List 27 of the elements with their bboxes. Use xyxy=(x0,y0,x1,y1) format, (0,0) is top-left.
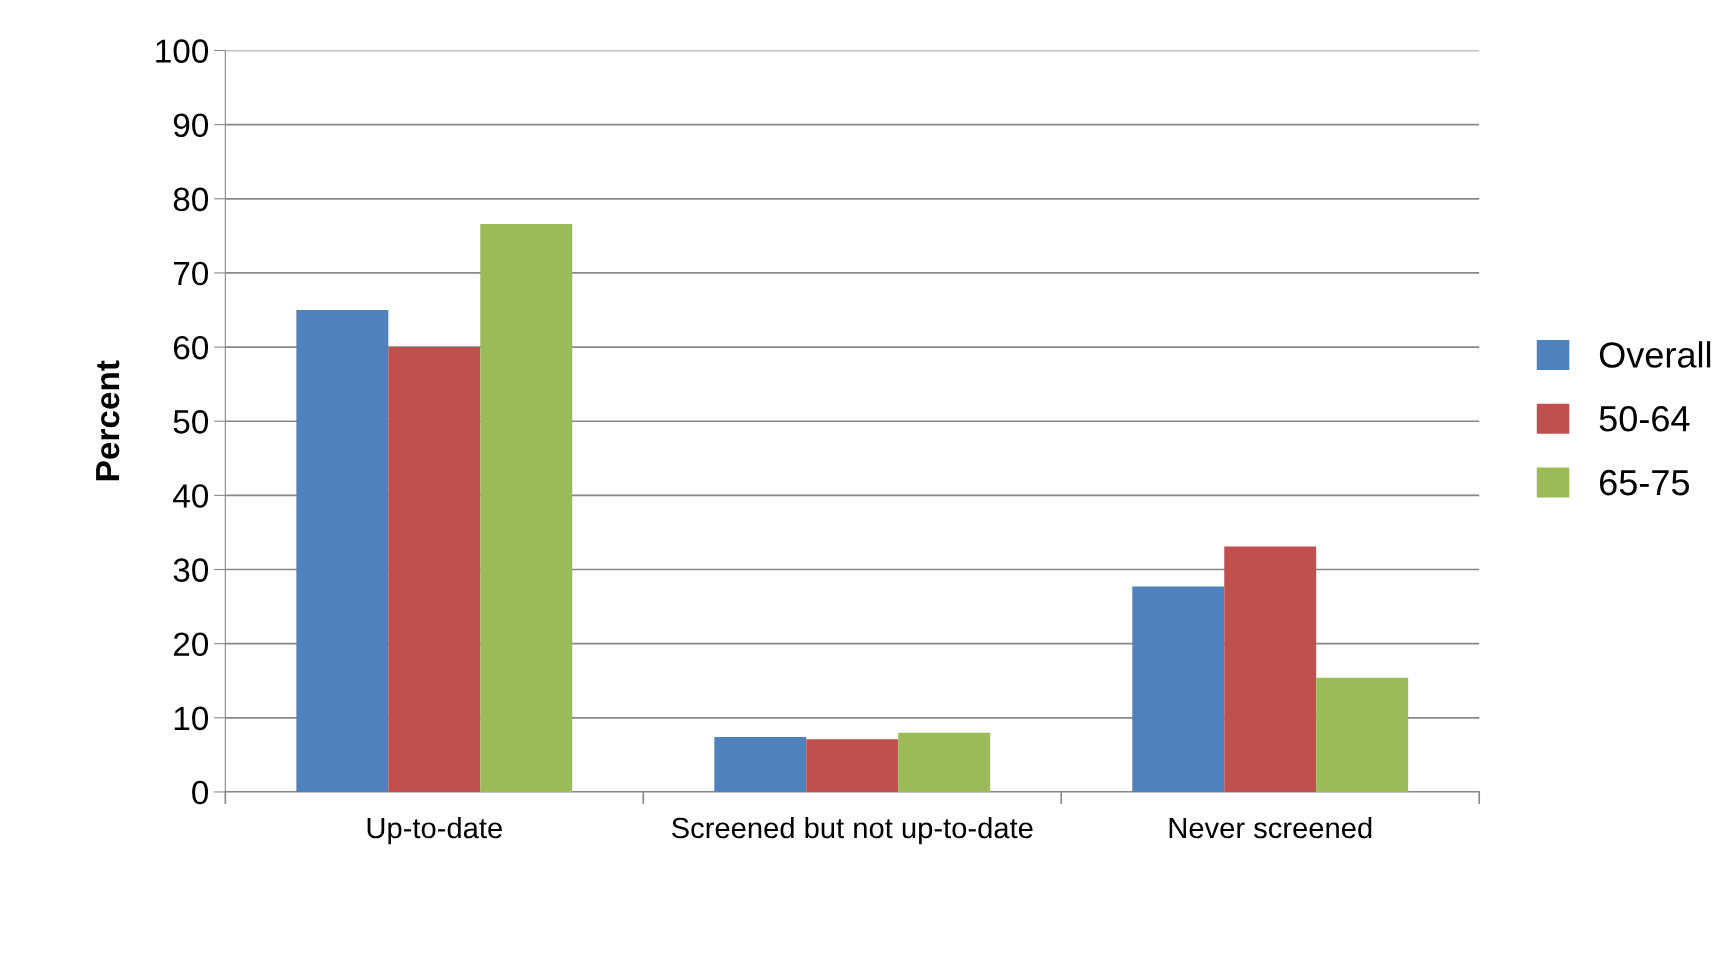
legend-label: 50-64 xyxy=(1599,405,1690,432)
bar xyxy=(480,224,573,792)
bar xyxy=(1316,677,1409,792)
x-tick-label: Up-to-date xyxy=(367,816,502,845)
x-tick-label: Never screened xyxy=(1169,816,1372,839)
y-axis-title: Percent xyxy=(96,360,120,481)
y-tick-label: 100 xyxy=(156,39,209,63)
y-tick-label: 30 xyxy=(173,558,209,582)
legend-label: Overall xyxy=(1599,341,1711,368)
y-tick-label: 60 xyxy=(173,335,209,360)
y-tick-label: 80 xyxy=(173,187,209,212)
y-tick-label: 90 xyxy=(173,113,209,138)
bar xyxy=(806,739,899,792)
y-tick-label: 20 xyxy=(173,632,209,657)
y-tick-label: 0 xyxy=(192,780,209,805)
bar xyxy=(1224,546,1317,792)
bar xyxy=(1132,586,1225,792)
bar xyxy=(898,732,991,792)
y-tick-label: 40 xyxy=(173,484,209,508)
legend-label: 65-75 xyxy=(1600,469,1690,496)
bar xyxy=(714,737,807,792)
x-tick-label: Screened but not up-to-date xyxy=(671,816,1033,845)
y-tick-label: 10 xyxy=(174,706,209,731)
bar xyxy=(388,347,481,792)
bar xyxy=(296,310,389,792)
y-tick-label: 70 xyxy=(173,261,209,286)
y-tick-label: 50 xyxy=(173,410,209,434)
